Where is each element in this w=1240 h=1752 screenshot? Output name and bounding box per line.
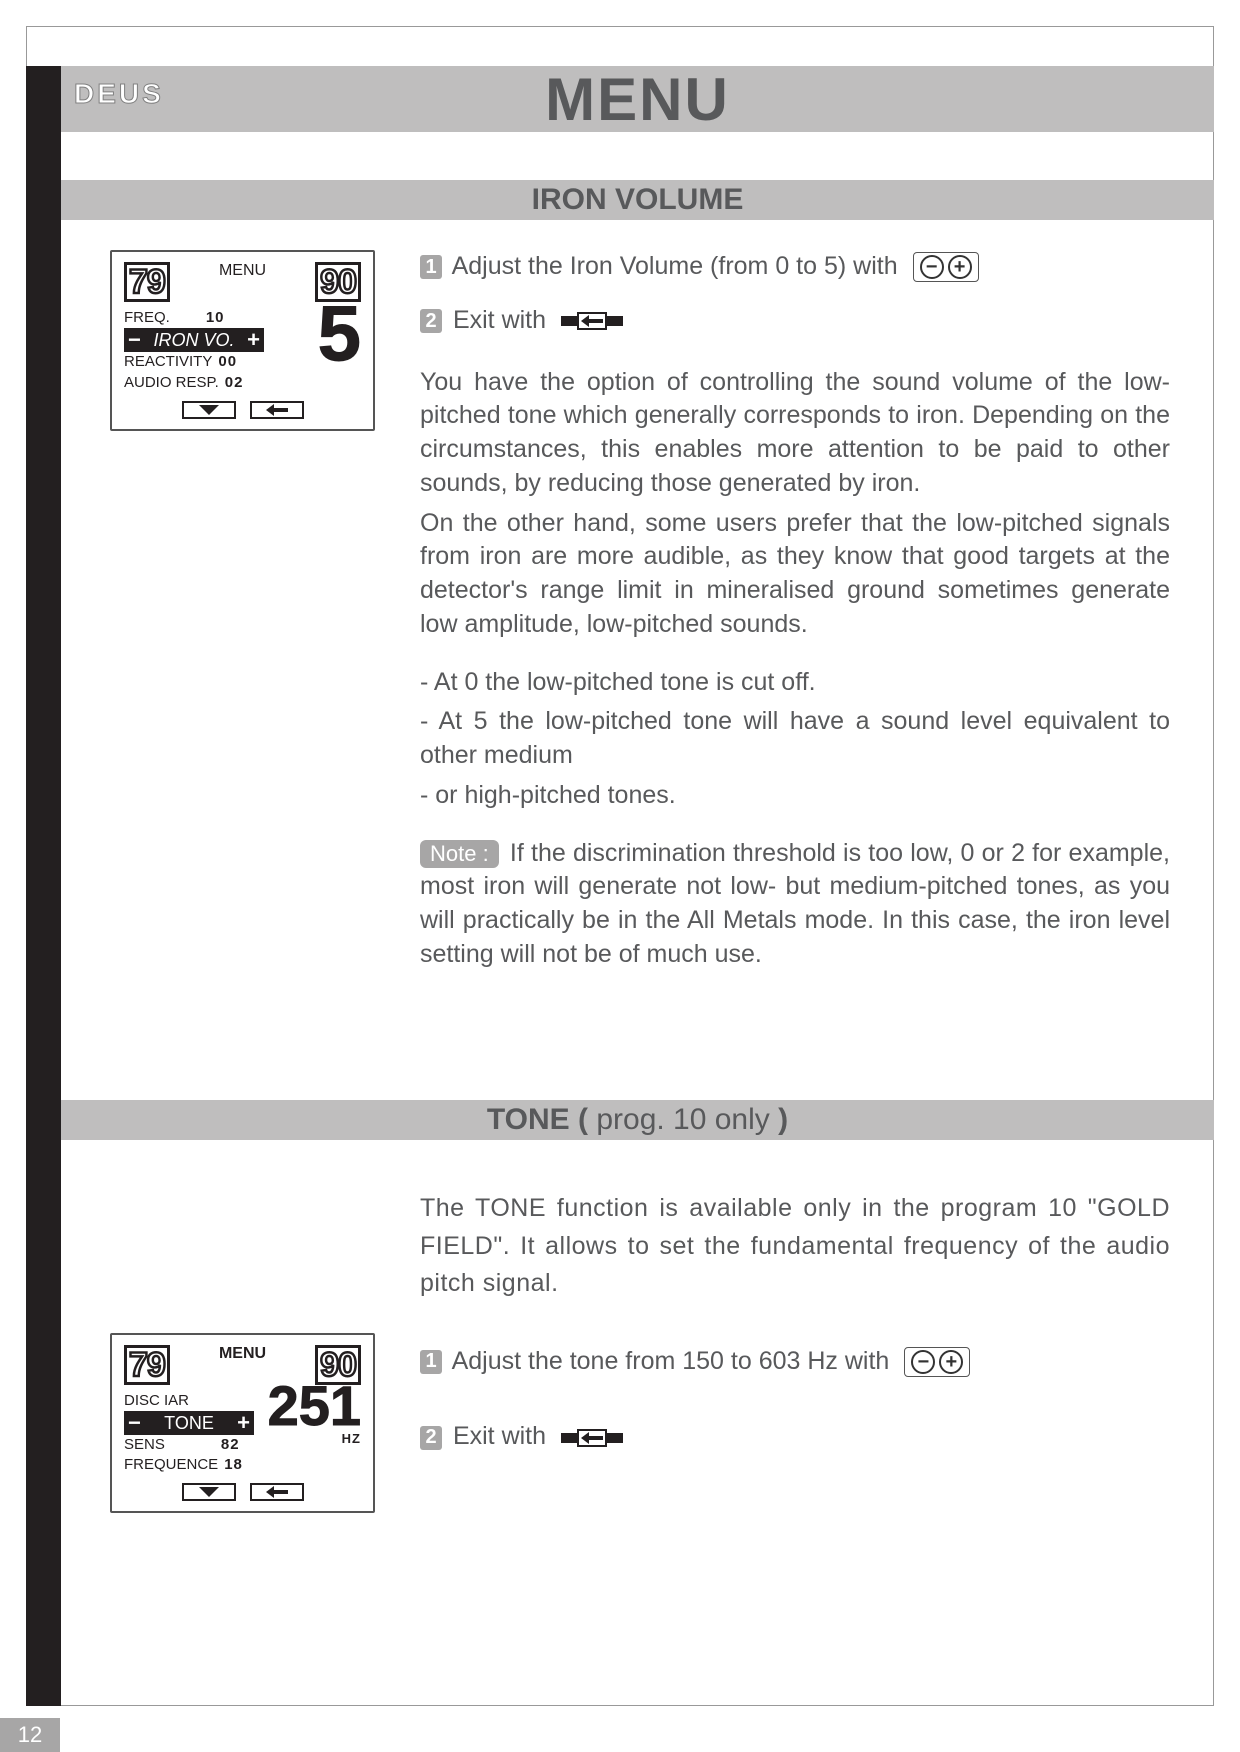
section1-note: Note : If the discrimination threshold i…: [420, 837, 1170, 972]
section2-band: TONE ( prog. 10 only ): [61, 1100, 1214, 1140]
lcd-menu-label: MENU: [219, 262, 266, 280]
section2-step1: 1 Adjust the tone from 150 to 603 Hz wit…: [420, 1345, 1170, 1379]
section1-para2: On the other hand, some users prefer tha…: [420, 507, 1170, 642]
section2-step2: 2 Exit with: [420, 1420, 1170, 1454]
back-button-icon: [561, 1429, 623, 1447]
lcd-audioresp-value: 02: [225, 373, 244, 393]
minus-button-icon: −: [920, 255, 944, 279]
section2-content: The TONE function is available only in t…: [110, 1190, 1170, 1513]
step1-line: 1 Adjust the Iron Volume (from 0 to 5) w…: [420, 250, 1170, 284]
lcd-row-freq: FREQ. 10: [124, 308, 318, 328]
lcd-top-left: 79: [124, 262, 170, 302]
step1-text: Adjust the Iron Volume (from 0 to 5) wit…: [452, 252, 898, 280]
plus-button-icon: +: [939, 1350, 963, 1374]
left-black-strip: [26, 66, 61, 1706]
section2-intro: The TONE function is available only in t…: [420, 1190, 1170, 1303]
lcd-reactivity-value: 00: [218, 352, 237, 372]
down-nav-icon: [182, 401, 236, 419]
lcd-selected-row: − IRON VO. +: [124, 328, 264, 352]
section1-content: 79 MENU 90 5 FREQ. 10: [110, 250, 1170, 978]
section1-bullet2: - At 5 the low-pitched tone will have a …: [420, 705, 1170, 773]
lcd2-bottom-icons: [124, 1483, 361, 1501]
section1-para1: You have the option of controlling the s…: [420, 366, 1170, 501]
section1-band: IRON VOLUME: [61, 180, 1214, 220]
step-badge-1: 1: [420, 255, 442, 279]
section2-step2-text: Exit with: [453, 1422, 546, 1450]
lcd2-freq-value: 18: [224, 1455, 243, 1475]
lcd-row-reactivity: REACTIVITY 00: [124, 352, 318, 372]
minus-icon: −: [128, 325, 141, 355]
note-text: If the discrimination threshold is too l…: [420, 839, 1170, 968]
lcd2-top-right: 90: [315, 1345, 361, 1385]
lcd2-selected-row: − TONE +: [124, 1411, 254, 1435]
section2-heading-mid: prog. 10 only: [596, 1103, 769, 1136]
lcd2-top-left: 79: [124, 1345, 170, 1385]
section1-bullet1: - At 0 the low-pitched tone is cut off.: [420, 666, 1170, 700]
step-badge-1: 1: [420, 1350, 442, 1374]
lcd-big-value: 5: [318, 302, 361, 368]
back-button-icon: [561, 312, 623, 330]
lcd2-sens-value: 82: [221, 1435, 240, 1455]
lcd-bottom-icons: [124, 401, 361, 419]
back-nav-icon: [250, 1483, 304, 1501]
section2-heading-pre: TONE (: [487, 1103, 596, 1136]
lcd2-big-value: 251: [268, 1385, 361, 1431]
lcd-reactivity-label: REACTIVITY: [124, 352, 212, 372]
lcd2-freq-label: FREQUENCE: [124, 1455, 218, 1475]
lcd2-row-sens: SENS 82: [124, 1435, 268, 1455]
lcd-freq-value: 10: [206, 308, 225, 328]
plus-button-icon: +: [948, 255, 972, 279]
lcd-screen-iron-volume: 79 MENU 90 5 FREQ. 10: [110, 250, 375, 431]
minus-icon: −: [128, 1408, 141, 1438]
lcd-top-right: 90: [315, 262, 361, 302]
title-band: MENU: [61, 66, 1214, 132]
section2-heading: TONE ( prog. 10 only ): [487, 1103, 788, 1137]
section2-heading-post: ): [770, 1103, 788, 1136]
lcd2-selected-label: TONE: [141, 1411, 237, 1435]
lcd2-menu-label: MENU: [219, 1345, 266, 1363]
step-badge-2: 2: [420, 309, 442, 333]
back-nav-icon: [250, 401, 304, 419]
step-badge-2: 2: [420, 1426, 442, 1450]
plus-icon: +: [247, 325, 260, 355]
down-nav-icon: [182, 1483, 236, 1501]
section1-heading: IRON VOLUME: [532, 183, 744, 217]
lcd2-row-freq: FREQUENCE 18: [124, 1455, 361, 1475]
plus-icon: +: [237, 1408, 250, 1438]
page: MENU DEUS IRON VOLUME 79 MENU 90 5: [0, 0, 1240, 1752]
minus-button-icon: −: [911, 1350, 935, 1374]
page-number: 12: [0, 1718, 60, 1752]
step2-line: 2 Exit with: [420, 304, 1170, 338]
lcd-selected-label: IRON VO.: [141, 328, 247, 352]
lcd2-sens-label: SENS: [124, 1435, 165, 1455]
step2-text: Exit with: [453, 306, 546, 334]
lcd-screen-tone: 79 MENU 90 251 HZ DISC IAR: [110, 1333, 375, 1514]
note-badge: Note :: [420, 840, 499, 868]
deus-logo: DEUS: [74, 78, 164, 110]
lcd-audioresp-label: AUDIO RESP.: [124, 373, 219, 393]
page-title: MENU: [545, 65, 730, 134]
plus-minus-control: − +: [913, 252, 979, 282]
plus-minus-control: − +: [904, 1347, 970, 1377]
section1-bullet3: - or high-pitched tones.: [420, 779, 1170, 813]
section2-step1-text: Adjust the tone from 150 to 603 Hz with: [452, 1347, 890, 1375]
